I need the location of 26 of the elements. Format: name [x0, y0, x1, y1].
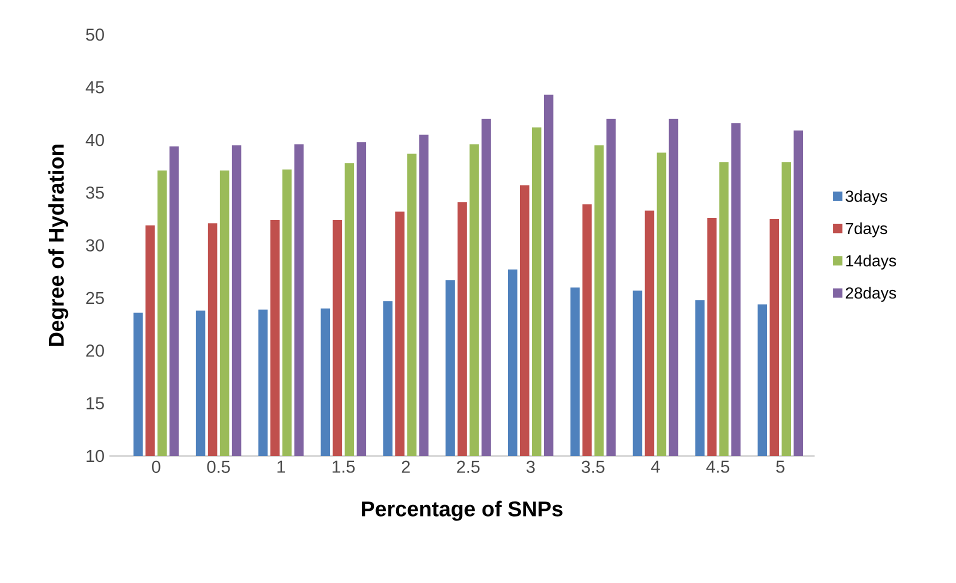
legend-label: 7days — [846, 222, 888, 238]
x-tick-label: 5 — [776, 460, 784, 473]
x-tick-label: 1 — [277, 460, 285, 473]
y-tick-label: 40 — [86, 134, 104, 146]
y-tick-label: 30 — [86, 239, 104, 252]
y-axis-title: Degree of Hydration — [48, 144, 68, 346]
y-tick-label: 45 — [86, 81, 104, 94]
x-tick-label: 2.5 — [457, 460, 480, 474]
x-tick-label: 2 — [402, 460, 410, 473]
y-tick-label: 10 — [86, 450, 104, 462]
x-axis-title: Percentage of SNPs — [362, 500, 562, 521]
x-tick-label: 3 — [526, 460, 535, 474]
legend-label: 14days — [846, 254, 896, 270]
legend-label: 3days — [846, 190, 888, 206]
x-tick-label: 3.5 — [582, 460, 604, 474]
y-tick-label: 35 — [86, 186, 104, 199]
x-tick-label: 1.5 — [332, 460, 355, 473]
y-tick-label: 25 — [86, 292, 104, 304]
y-tick-label: 50 — [86, 28, 104, 41]
legend-label: 28days — [846, 287, 896, 302]
x-tick-label: 4.5 — [706, 460, 730, 473]
y-tick-label: 20 — [86, 344, 104, 357]
x-tick-label: 0.5 — [207, 460, 230, 474]
y-tick-label: 15 — [86, 397, 104, 410]
x-tick-label: 4 — [651, 460, 660, 473]
x-tick-label: 0 — [152, 460, 160, 474]
